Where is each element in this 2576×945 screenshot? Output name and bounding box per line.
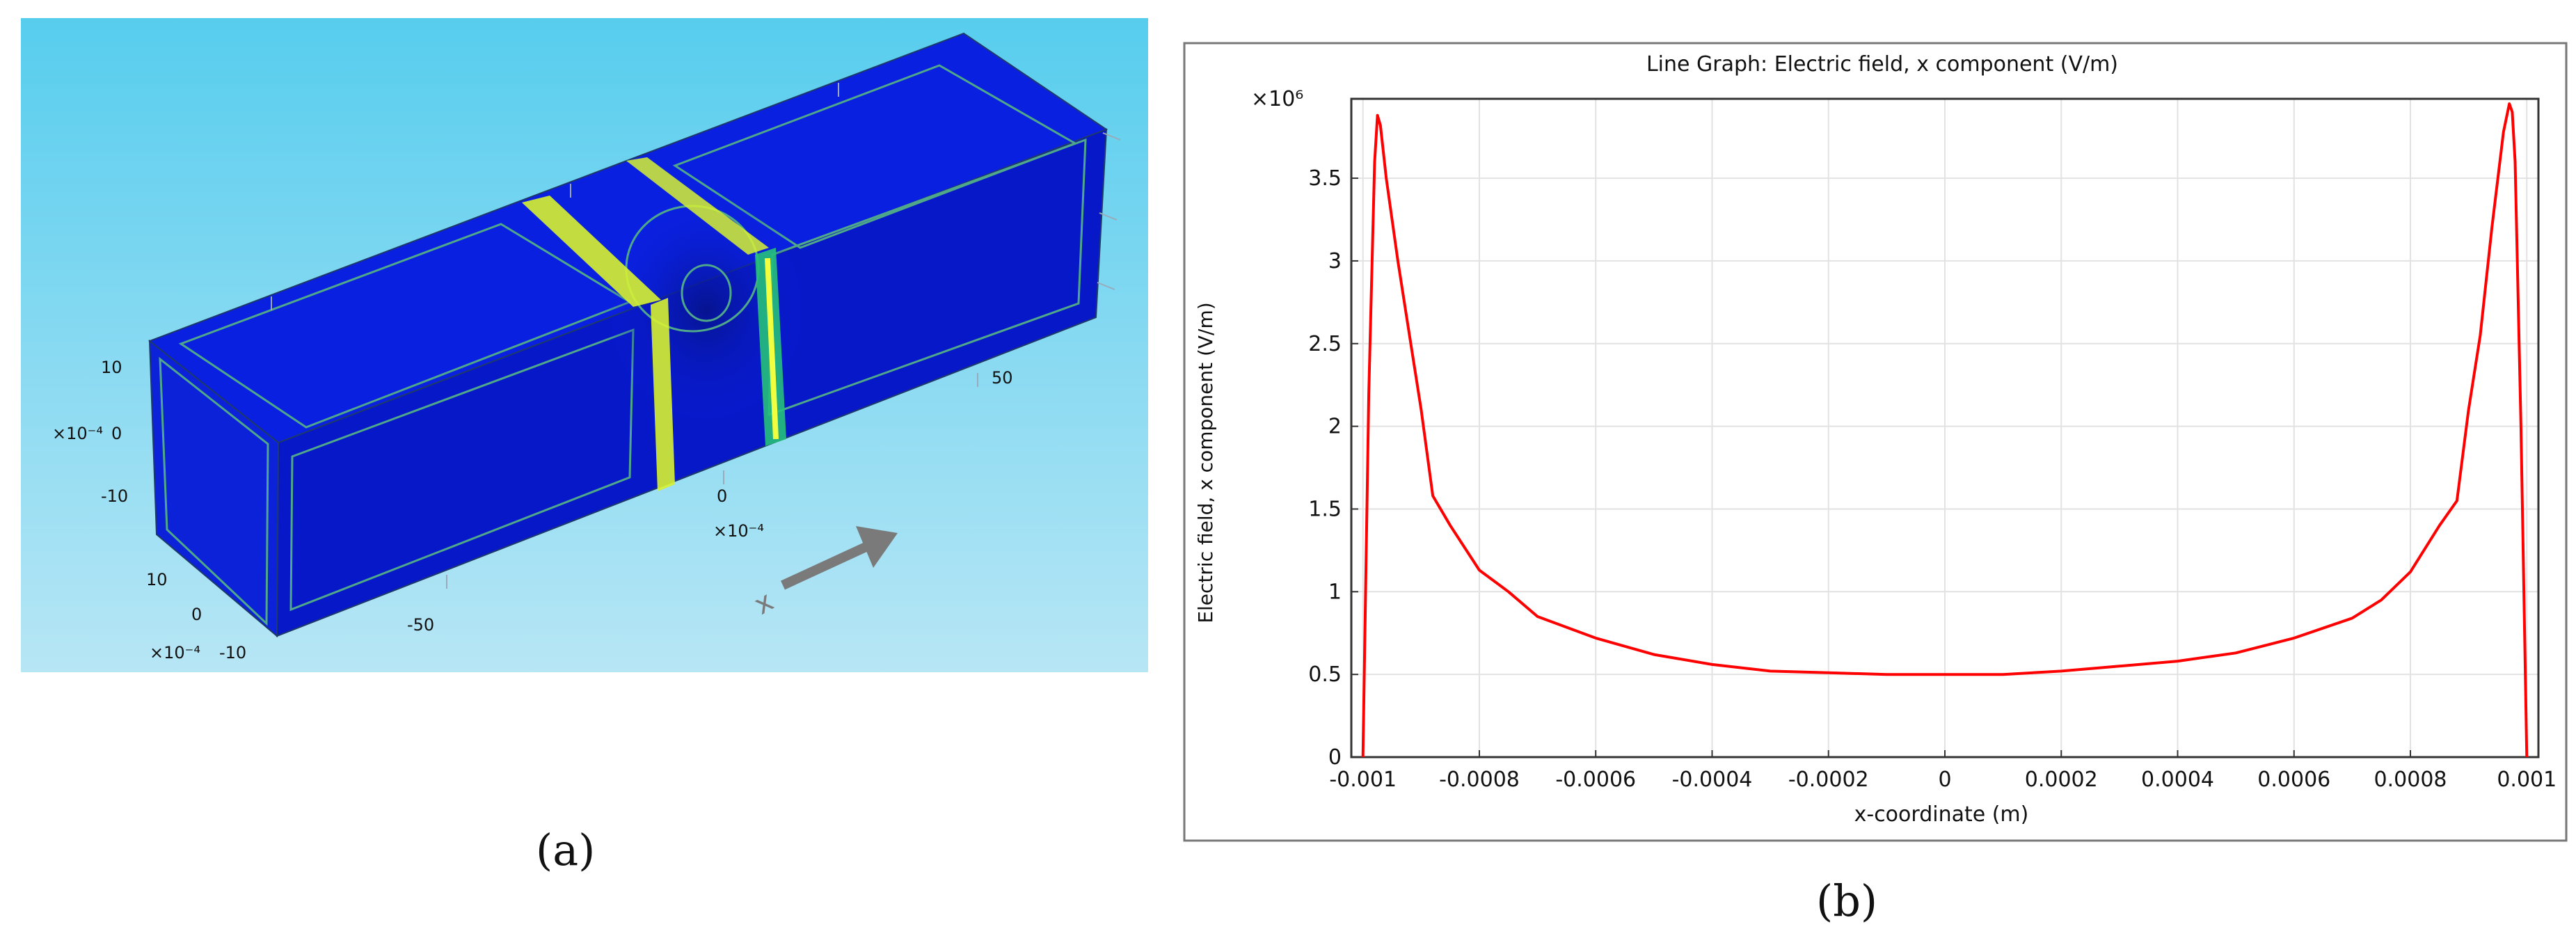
y-scale-label: ×10⁶ bbox=[1251, 87, 1303, 111]
x-tick-label: 0.0008 bbox=[2374, 768, 2447, 792]
x-axis-title: x-coordinate (m) bbox=[1854, 802, 2029, 827]
center-contour-inner bbox=[681, 264, 732, 322]
caption-b: (b) bbox=[1816, 875, 1878, 926]
simulation-3d-view: 10 ×10⁻⁴ 0 -10 10 0 ×10⁻⁴ -10 -50 0 ×10⁻… bbox=[21, 18, 1148, 672]
x-tick-label: -0.0008 bbox=[1439, 768, 1520, 792]
series-line-0 bbox=[1361, 102, 2529, 758]
y-axis-title: Electric field, x component (V/m) bbox=[1194, 302, 1217, 623]
front-face-contour-left bbox=[289, 328, 635, 612]
z-axis-label-10: 10 bbox=[146, 570, 168, 589]
box-end-face bbox=[148, 339, 280, 638]
line-graph: Line Graph: Electric field, x component … bbox=[1183, 42, 2568, 842]
y-axis-label-10: 10 bbox=[101, 358, 122, 377]
x-tick-label: -0.0002 bbox=[1788, 768, 1869, 792]
y-tick-label: 1 bbox=[1328, 580, 1342, 604]
y-tick-label: 3 bbox=[1328, 249, 1342, 273]
field-peak-band-left bbox=[522, 196, 661, 307]
z-axis-label-neg10: -10 bbox=[219, 643, 246, 662]
x-tick-label: 0.0002 bbox=[2025, 768, 2098, 792]
z-axis-label-exp: ×10⁻⁴ bbox=[150, 643, 200, 662]
y-tick-label: 0 bbox=[1328, 745, 1342, 770]
field-peak-band-top bbox=[626, 157, 769, 255]
x-tick-label: -0.001 bbox=[1329, 768, 1397, 792]
y-tick-label: 1.5 bbox=[1308, 497, 1342, 521]
x-axis-label-50: 50 bbox=[992, 368, 1013, 388]
caption-a: (a) bbox=[536, 825, 596, 875]
plot-frame bbox=[1183, 42, 2568, 842]
y-tick-label: 3.5 bbox=[1308, 166, 1342, 191]
y-tick-label: 2.5 bbox=[1308, 332, 1342, 356]
y-axis-label-neg10: -10 bbox=[101, 486, 128, 506]
x-tick-label: -0.0006 bbox=[1555, 768, 1636, 792]
x-axis-label-neg50: -50 bbox=[407, 615, 434, 635]
x-tick-label: 0.0006 bbox=[2257, 768, 2330, 792]
y-tick-label: 2 bbox=[1328, 415, 1342, 439]
box-tick-marks bbox=[271, 83, 1121, 589]
y-tick-label: 0.5 bbox=[1308, 662, 1342, 687]
x-axis-label-0: 0 bbox=[717, 486, 727, 506]
x-tick-label: 0.0004 bbox=[2141, 768, 2214, 792]
y-axis-label-exp: ×10⁻⁴ bbox=[52, 424, 103, 443]
z-axis-label-0: 0 bbox=[191, 605, 202, 624]
chart-title: Line Graph: Electric field, x component … bbox=[1646, 52, 2118, 77]
x-axis-label-exp: ×10⁻⁴ bbox=[713, 521, 764, 541]
x-tick-label: 0.001 bbox=[2497, 768, 2557, 792]
gap-bright-line bbox=[765, 257, 779, 440]
end-face-contour bbox=[159, 356, 269, 626]
x-tick-label: -0.0004 bbox=[1672, 768, 1753, 792]
field-peak-band-vert-left bbox=[651, 298, 675, 491]
y-axis-label-0: 0 bbox=[111, 424, 122, 443]
x-tick-label: 0 bbox=[1938, 768, 1951, 792]
